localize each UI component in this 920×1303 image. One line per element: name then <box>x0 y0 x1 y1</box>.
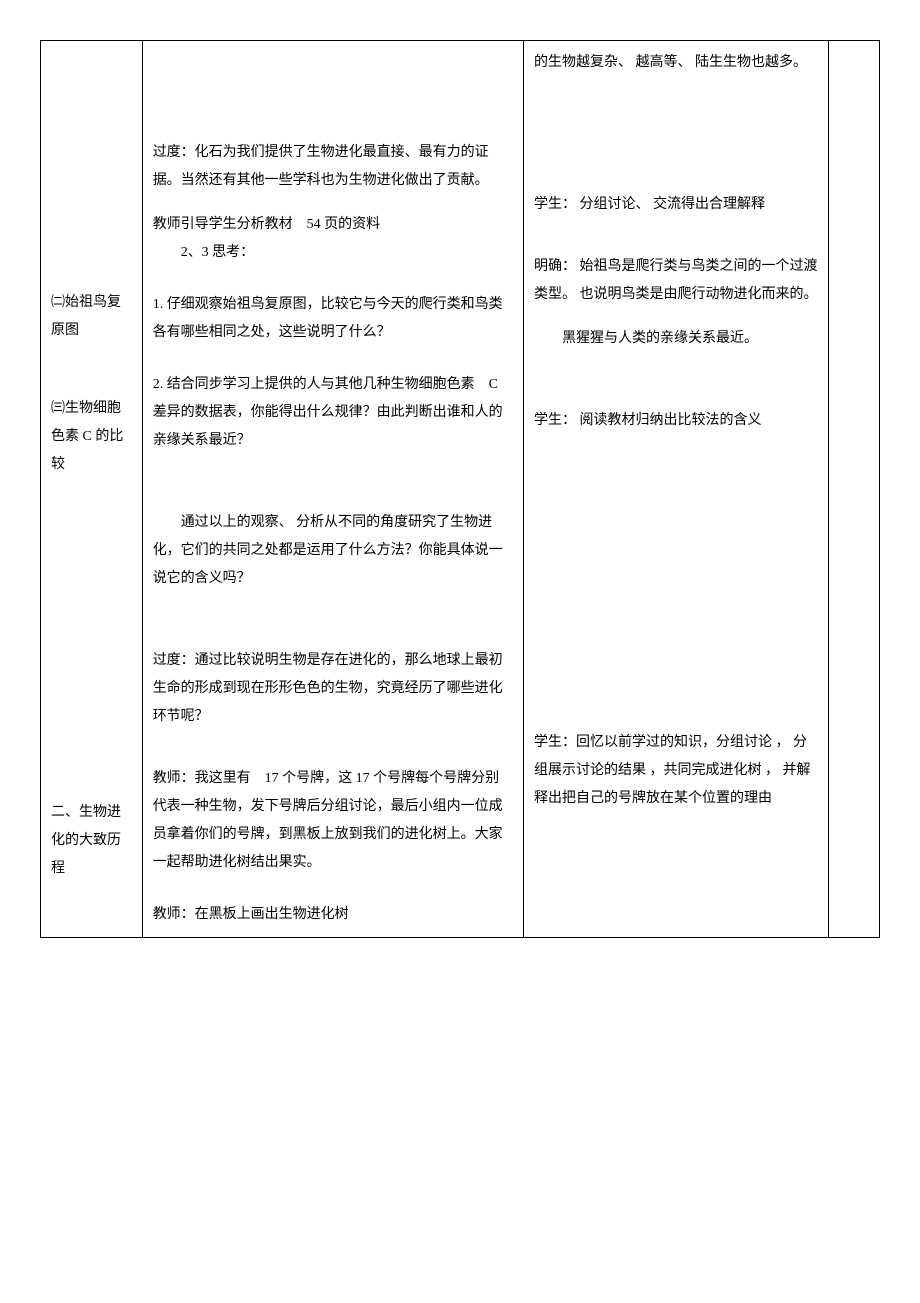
student-para: 学生： 阅读教材归纳出比较法的含义 <box>534 407 818 435</box>
section-label-4: 二、生物进化的大致历程 <box>51 799 132 883</box>
teacher-activity-column: 过度：化石为我们提供了生物进化最直接、最有力的证据。当然还有其他一些学科也为生物… <box>142 41 523 938</box>
lesson-plan-table: ㈡始祖鸟复原图 ㈢生物细胞色素 C 的比较 二、生物进化的大致历程 过度：化石为… <box>40 40 880 938</box>
section-label-3: ㈢生物细胞色素 C 的比较 <box>51 395 132 479</box>
teacher-para: 教师：在黑板上画出生物进化树 <box>153 901 513 929</box>
teacher-para: 教师引导学生分析教材 54 页的资料 <box>153 211 513 239</box>
teacher-para: 教师：我这里有 17 个号牌，这 17 个号牌每个号牌分别代表一种生物，发下号牌… <box>153 765 513 877</box>
section-label-2: ㈡始祖鸟复原图 <box>51 289 132 345</box>
teacher-para: 1. 仔细观察始祖鸟复原图，比较它与今天的爬行类和鸟类各有哪些相同之处，这些说明… <box>153 291 513 347</box>
teacher-para: 过度：通过比较说明生物是存在进化的，那么地球上最初生命的形成到现在形形色色的生物… <box>153 647 513 731</box>
teacher-para: 2、3 思考： <box>153 239 513 267</box>
student-para: 明确： 始祖鸟是爬行类与鸟类之间的一个过渡类型。 也说明鸟类是由爬行动物进化而来… <box>534 253 818 309</box>
section-column: ㈡始祖鸟复原图 ㈢生物细胞色素 C 的比较 二、生物进化的大致历程 <box>41 41 143 938</box>
student-para: 的生物越复杂、 越高等、 陆生生物也越多。 <box>534 49 818 77</box>
student-activity-column: 的生物越复杂、 越高等、 陆生生物也越多。 学生： 分组讨论、 交流得出合理解释… <box>524 41 829 938</box>
teacher-para: 2. 结合同步学习上提供的人与其他几种生物细胞色素 C 差异的数据表，你能得出什… <box>153 371 513 455</box>
table-row: ㈡始祖鸟复原图 ㈢生物细胞色素 C 的比较 二、生物进化的大致历程 过度：化石为… <box>41 41 880 938</box>
student-para: 学生：回忆以前学过的知识，分组讨论 ， 分组展示讨论的结果 ，共同完成进化树 ，… <box>534 729 818 813</box>
student-para: 学生： 分组讨论、 交流得出合理解释 <box>534 191 818 219</box>
student-para: 黑猩猩与人类的亲缘关系最近。 <box>534 325 818 353</box>
extra-column <box>829 41 880 938</box>
teacher-para: 过度：化石为我们提供了生物进化最直接、最有力的证据。当然还有其他一些学科也为生物… <box>153 139 513 195</box>
teacher-para: 通过以上的观察、 分析从不同的角度研究了生物进化，它们的共同之处都是运用了什么方… <box>153 509 513 593</box>
